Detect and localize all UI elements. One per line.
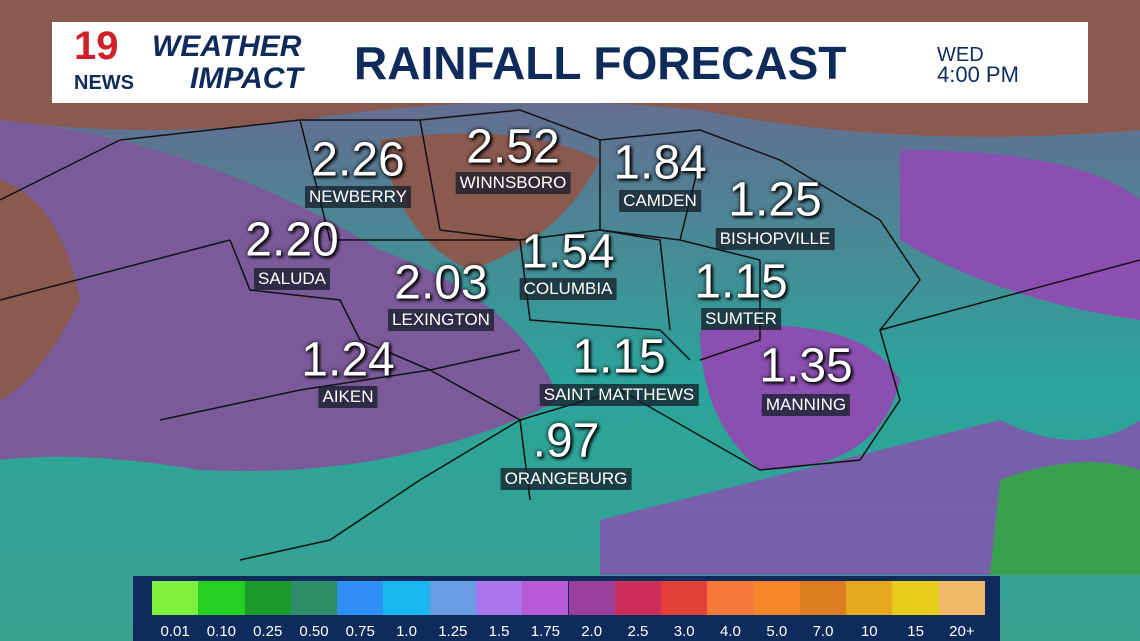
rain-total: 1.84 xyxy=(613,136,707,190)
title: RAINFALL FORECAST xyxy=(354,37,847,89)
rain-total: 2.52 xyxy=(466,120,560,174)
legend-swatch xyxy=(475,581,523,615)
legend-label: 1.75 xyxy=(530,623,560,640)
city-name: BISHOPVILLE xyxy=(715,228,835,250)
legend-swatch xyxy=(522,581,569,615)
legend: 0.01 0.10 0.25 0.50 0.75 1.0 1.25 1.5 1.75 2.0 2.5… xyxy=(133,576,1000,641)
legend-label: 2.0 xyxy=(581,623,603,640)
rain-heavy xyxy=(380,133,600,270)
city-name: SALUDA xyxy=(253,268,331,290)
legend-label: 1.0 xyxy=(396,623,417,640)
city-name: AIKEN xyxy=(318,386,378,408)
brand-top: WEATHER xyxy=(152,30,302,63)
legend-label: 1.5 xyxy=(488,623,510,640)
rain-total: 1.35 xyxy=(759,339,853,393)
rain-total: 2.20 xyxy=(245,213,339,267)
rain-total: 1.25 xyxy=(728,173,822,227)
legend-label: 5.0 xyxy=(766,623,788,640)
city-name: CAMDEN xyxy=(619,190,701,212)
legend-swatch xyxy=(290,581,338,615)
time: 4:00 PM xyxy=(937,62,1019,87)
legend-label: 1.25 xyxy=(438,623,468,640)
city-name: LEXINGTON xyxy=(388,309,494,331)
city-name: NEWBERRY xyxy=(305,186,411,208)
legend-label: 0.75 xyxy=(345,623,375,640)
legend-swatch xyxy=(892,581,939,615)
legend-label: 4.0 xyxy=(720,623,741,640)
day: WED xyxy=(937,44,984,66)
city-name: SAINT MATTHEWS xyxy=(539,384,699,406)
legend-label: 0.25 xyxy=(253,623,283,640)
rain-total: 1.15 xyxy=(572,330,666,384)
city-name: SUMTER xyxy=(701,308,781,330)
legend-swatch xyxy=(198,581,245,615)
legend-label: 2.5 xyxy=(627,623,649,640)
rain-total: 1.54 xyxy=(521,225,615,279)
county-lines xyxy=(0,109,1140,561)
legend-label: 3.0 xyxy=(673,623,695,640)
rain-total: 1.24 xyxy=(301,333,395,387)
legend-swatch xyxy=(846,581,893,615)
legend-label: 15 xyxy=(907,623,924,640)
brand-bottom: IMPACT xyxy=(190,62,303,95)
legend-swatch xyxy=(244,581,291,615)
rain-band xyxy=(900,150,1140,320)
rain-band xyxy=(0,120,560,472)
legend-swatch xyxy=(661,581,708,615)
legend-swatch xyxy=(383,581,430,615)
legend-label: 0.01 xyxy=(160,623,190,640)
city-name: COLUMBIA xyxy=(519,278,617,300)
logo-number: 19 xyxy=(74,24,119,68)
legend-label: 10 xyxy=(860,623,878,640)
city-name: ORANGEBURG xyxy=(500,468,632,490)
legend-label: 0.10 xyxy=(206,623,237,640)
legend-swatch xyxy=(568,581,615,615)
legend-label: 20+ xyxy=(949,623,975,640)
rain-total: .97 xyxy=(532,414,600,468)
city-name: MANNING xyxy=(761,394,851,416)
legend-swatch xyxy=(337,581,384,615)
legend-swatch xyxy=(799,581,847,615)
rain-total: 1.15 xyxy=(694,255,788,309)
legend-swatch xyxy=(429,581,476,615)
legend-label: 0.50 xyxy=(299,623,329,640)
header: 19 NEWS WEATHER IMPACT RAINFALL FORECAST… xyxy=(52,22,1088,103)
legend-label: 7.0 xyxy=(812,623,834,640)
rain-total: 2.03 xyxy=(394,256,488,310)
rain-light xyxy=(990,462,1140,575)
rain-total: 2.26 xyxy=(311,133,405,187)
city-name: WINNSBORO xyxy=(455,172,571,194)
legend-swatch xyxy=(152,581,199,615)
legend-swatch xyxy=(753,581,800,615)
logo-news: NEWS xyxy=(74,72,134,94)
legend-swatch xyxy=(938,581,985,615)
legend-swatch xyxy=(614,581,662,615)
legend-swatch xyxy=(707,581,754,615)
